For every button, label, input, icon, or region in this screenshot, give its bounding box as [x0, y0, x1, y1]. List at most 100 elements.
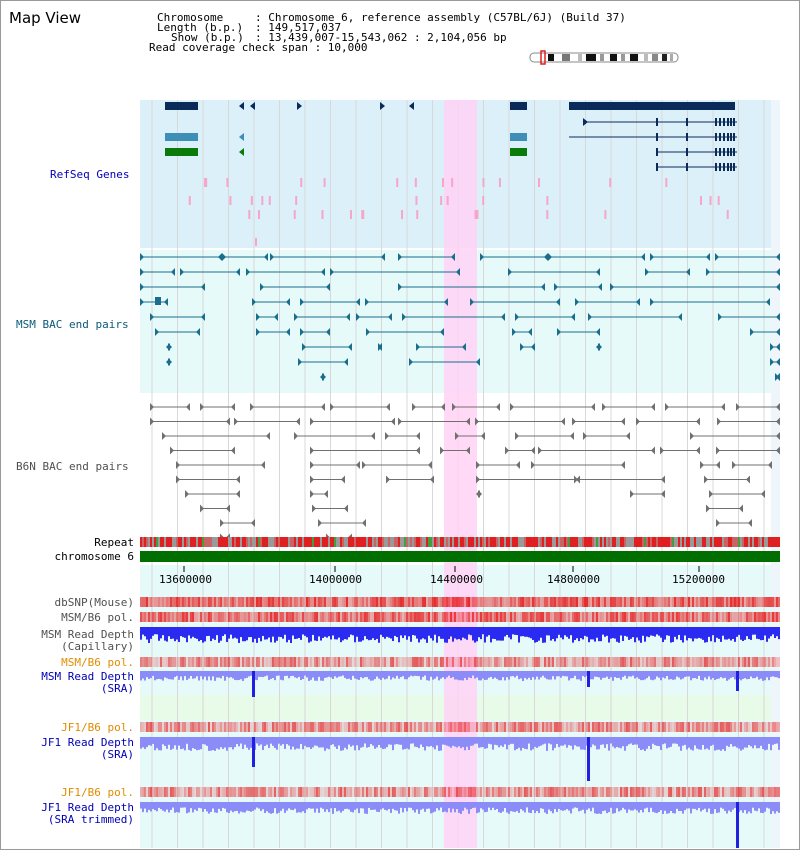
- heat-cell: [200, 722, 202, 732]
- heat-cell: [428, 612, 430, 622]
- depth-bar: [456, 627, 458, 640]
- heat-cell: [658, 657, 660, 667]
- heat-cell: [550, 657, 552, 667]
- heat-cell: [742, 657, 744, 667]
- pink-tick: [665, 178, 668, 187]
- jf1-depth-sra-label[interactable]: JF1 Read Depth: [41, 736, 134, 749]
- depth-bar: [590, 671, 592, 680]
- heat-cell: [766, 657, 768, 667]
- bac-end: [544, 253, 548, 261]
- bac-end: [572, 417, 576, 426]
- heat-cell: [444, 722, 446, 732]
- depth-bar: [350, 671, 352, 680]
- depth-bar: [140, 627, 142, 640]
- msm-depth-cap-label[interactable]: MSM Read Depth: [41, 628, 134, 641]
- heat-cell: [654, 787, 656, 797]
- depth-bar: [514, 737, 516, 751]
- depth-bar: [672, 802, 674, 814]
- heat-cell: [196, 787, 198, 797]
- heat-cell: [214, 787, 216, 797]
- heat-cell: [372, 597, 374, 607]
- depth-bar: [286, 671, 288, 676]
- exon: [686, 148, 688, 156]
- heat-cell: [194, 612, 196, 622]
- jf1-b6-pol-2-label[interactable]: JF1/B6 pol.: [61, 786, 134, 799]
- heat-cell: [186, 787, 188, 797]
- heat-cell: [644, 722, 646, 732]
- depth-bar: [670, 802, 672, 811]
- heat-cell: [206, 787, 208, 797]
- depth-bar: [698, 627, 700, 638]
- heat-cell: [218, 722, 220, 732]
- heat-cell: [558, 722, 560, 732]
- heat-cell: [446, 597, 448, 607]
- heat-cell: [216, 787, 218, 797]
- heat-cell: [154, 597, 156, 607]
- depth-bar: [746, 737, 748, 748]
- heat-cell: [242, 657, 244, 667]
- heat-cell: [222, 657, 224, 667]
- heat-cell: [314, 612, 316, 622]
- repeat-feature: [532, 537, 534, 547]
- heat-cell: [524, 612, 526, 622]
- msm-b6-pol-2-label[interactable]: MSM/B6 pol.: [61, 656, 134, 669]
- depth-bar: [254, 802, 256, 810]
- heat-cell: [260, 597, 262, 607]
- heat-cell: [440, 657, 442, 667]
- depth-bar: [610, 671, 612, 678]
- repeat-feature: [492, 537, 494, 547]
- repeat-feature: [566, 537, 568, 547]
- heat-cell: [682, 597, 684, 607]
- heat-cell: [150, 597, 152, 607]
- repeat-feature: [500, 537, 502, 547]
- heat-cell: [778, 657, 780, 667]
- heat-cell: [290, 787, 292, 797]
- repeat-feature: [772, 537, 774, 547]
- depth-bar: [436, 671, 438, 677]
- depth-bar: [560, 627, 562, 638]
- exon: [715, 163, 717, 171]
- dbsnp-label[interactable]: dbSNP(Mouse): [54, 596, 134, 609]
- depth-bar: [748, 671, 750, 680]
- refseq-genes-label[interactable]: RefSeq Genes: [50, 168, 130, 181]
- depth-bar: [346, 627, 348, 640]
- depth-bar: [250, 737, 252, 748]
- depth-bar: [282, 627, 284, 639]
- depth-bar: [524, 627, 526, 637]
- heat-cell: [194, 657, 196, 667]
- heat-cell: [384, 787, 386, 797]
- msm-depth-sra-label[interactable]: MSM Read Depth: [41, 670, 134, 683]
- repeat-feature: [416, 537, 418, 547]
- heat-cell: [568, 657, 570, 667]
- depth-bar: [312, 627, 314, 635]
- pink-tick: [361, 210, 364, 219]
- depth-bar: [234, 737, 236, 748]
- heat-cell: [368, 787, 370, 797]
- heat-cell: [344, 612, 346, 622]
- depth-bar: [770, 737, 772, 751]
- heat-cell: [696, 787, 698, 797]
- depth-bar: [492, 627, 494, 639]
- depth-bar: [526, 737, 528, 750]
- heat-cell: [582, 597, 584, 607]
- depth-bar: [324, 671, 326, 678]
- depth-bar: [188, 802, 190, 813]
- heat-cell: [656, 612, 658, 622]
- depth-bar: [532, 627, 534, 640]
- heat-cell: [724, 722, 726, 732]
- b6n-bac-label[interactable]: B6N BAC end pairs: [16, 460, 129, 473]
- depth-bar: [696, 627, 698, 639]
- depth-bar: [760, 671, 762, 679]
- msm-bac-label[interactable]: MSM BAC end pairs: [16, 318, 129, 331]
- heat-cell: [510, 597, 512, 607]
- msm-b6-pol-label[interactable]: MSM/B6 pol.: [61, 611, 134, 624]
- depth-bar: [638, 671, 640, 679]
- depth-bar: [688, 802, 690, 809]
- heat-cell: [472, 787, 474, 797]
- jf1-b6-pol-label[interactable]: JF1/B6 pol.: [61, 721, 134, 734]
- depth-bar: [474, 737, 476, 744]
- heat-cell: [326, 612, 328, 622]
- heat-cell: [408, 657, 410, 667]
- jf1-depth-trim-label[interactable]: JF1 Read Depth: [41, 801, 134, 814]
